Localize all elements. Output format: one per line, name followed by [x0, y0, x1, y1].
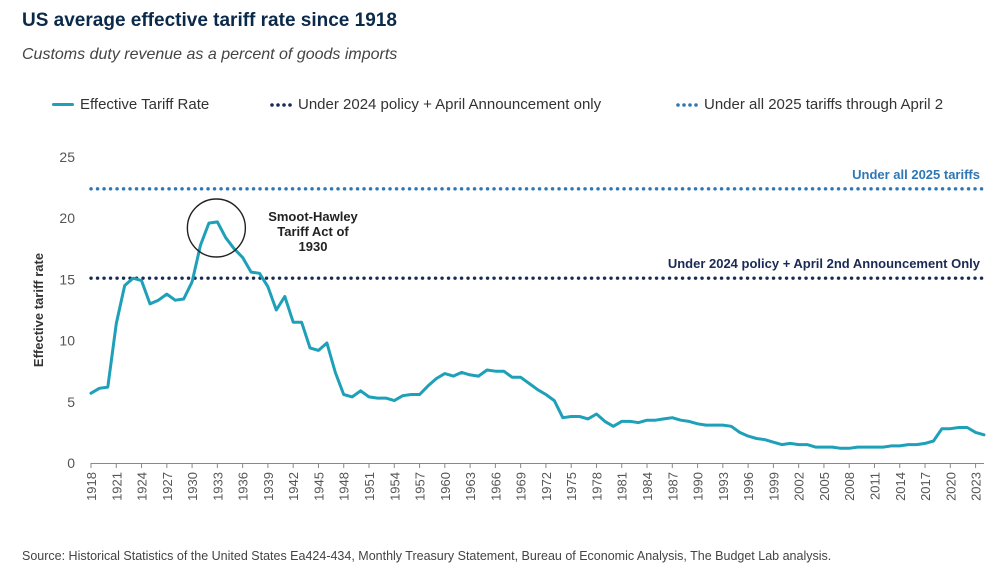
- x-tick-label: 1951: [362, 472, 377, 501]
- series-line-effective-tariff-rate: [89, 220, 986, 450]
- x-tick-label: 2020: [943, 472, 958, 501]
- annotation-text-line: 1930: [299, 239, 328, 254]
- annotation-text-line: Smoot-Hawley: [268, 209, 358, 224]
- x-tick-label: 1948: [337, 472, 352, 501]
- legend-item-2025-tariffs: Under all 2025 tariffs through April 2: [676, 96, 943, 113]
- x-tick-label: 1939: [261, 472, 276, 501]
- x-tick-label: 1999: [766, 472, 781, 501]
- y-tick-label: 20: [59, 210, 75, 226]
- y-axis-label: Effective tariff rate: [31, 253, 46, 367]
- x-tick-label: 1978: [589, 472, 604, 501]
- legend: Effective Tariff Rate Under 2024 policy …: [0, 96, 1004, 120]
- chart-subtitle: Customs duty revenue as a percent of goo…: [22, 46, 398, 63]
- annotation-circle-smoot-hawley: [186, 198, 247, 258]
- x-tick-label: 1963: [463, 472, 478, 501]
- x-tick-label: 2014: [893, 472, 908, 501]
- chart-area: 0 5 10 15 20 25 Effective tariff rate 1918 1921 1…: [31, 149, 986, 501]
- x-tick-label: 1918: [84, 472, 99, 501]
- x-tick-label: 1942: [286, 472, 301, 501]
- y-tick-label: 10: [59, 333, 75, 349]
- x-tick-label: 2008: [842, 472, 857, 501]
- legend-item-2024-policy: Under 2024 policy + April Announcement o…: [270, 96, 601, 113]
- legend-label: Under all 2025 tariffs through April 2: [704, 96, 944, 113]
- x-tick-label: 1933: [210, 472, 225, 501]
- x-tick-label: 1957: [413, 472, 428, 501]
- source-note: Source: Historical Statistics of the Uni…: [22, 549, 832, 563]
- x-tick-label: 2017: [918, 472, 933, 501]
- legend-swatch-dotted-blue: [676, 102, 698, 107]
- x-tick-label: 1960: [438, 472, 453, 501]
- legend-swatch-solid: [52, 103, 74, 106]
- x-tick-label: 1930: [185, 472, 200, 501]
- ref-line-2025-tariffs-label: Under all 2025 tariffs: [852, 167, 980, 182]
- annotation-text-line: Tariff Act of: [277, 224, 349, 239]
- y-tick-label: 5: [67, 394, 75, 410]
- legend-label: Effective Tariff Rate: [80, 96, 210, 113]
- x-tick-label: 1969: [514, 472, 529, 501]
- legend-label: Under 2024 policy + April Announcement o…: [298, 96, 602, 113]
- x-tick-label: 1936: [236, 472, 251, 501]
- x-tick-label: 1996: [741, 472, 756, 501]
- x-tick-label: 1927: [160, 472, 175, 501]
- x-tick-label: 1993: [716, 472, 731, 501]
- x-tick-label: 2002: [792, 472, 807, 501]
- x-tick-label: 2011: [867, 472, 882, 500]
- x-tick-label: 1972: [539, 472, 554, 501]
- x-tick-label: 2005: [817, 472, 832, 501]
- x-tick-label: 1924: [135, 472, 150, 501]
- x-tick-label: 1954: [387, 472, 402, 501]
- x-tick-label: 1945: [311, 472, 326, 501]
- ref-line-2024-policy-label: Under 2024 policy + April 2nd Announceme…: [668, 256, 981, 271]
- x-tick-label: 1981: [615, 472, 630, 501]
- x-tick-label: 1921: [109, 472, 124, 501]
- legend-item-effective-tariff-rate: Effective Tariff Rate: [52, 96, 209, 113]
- legend-swatch-dotted-navy: [270, 102, 292, 107]
- x-tick-label: 1975: [564, 472, 579, 501]
- x-tick-label: 1990: [691, 472, 706, 501]
- x-tick-label: 1987: [665, 472, 680, 501]
- x-tick-label: 2023: [969, 472, 984, 501]
- chart-title: US average effective tariff rate since 1…: [22, 10, 397, 31]
- x-tick-label: 1966: [488, 472, 503, 501]
- y-tick-label: 25: [59, 149, 75, 165]
- y-tick-label: 15: [59, 271, 75, 287]
- x-tick-label: 1984: [640, 472, 655, 501]
- y-tick-label: 0: [67, 455, 75, 471]
